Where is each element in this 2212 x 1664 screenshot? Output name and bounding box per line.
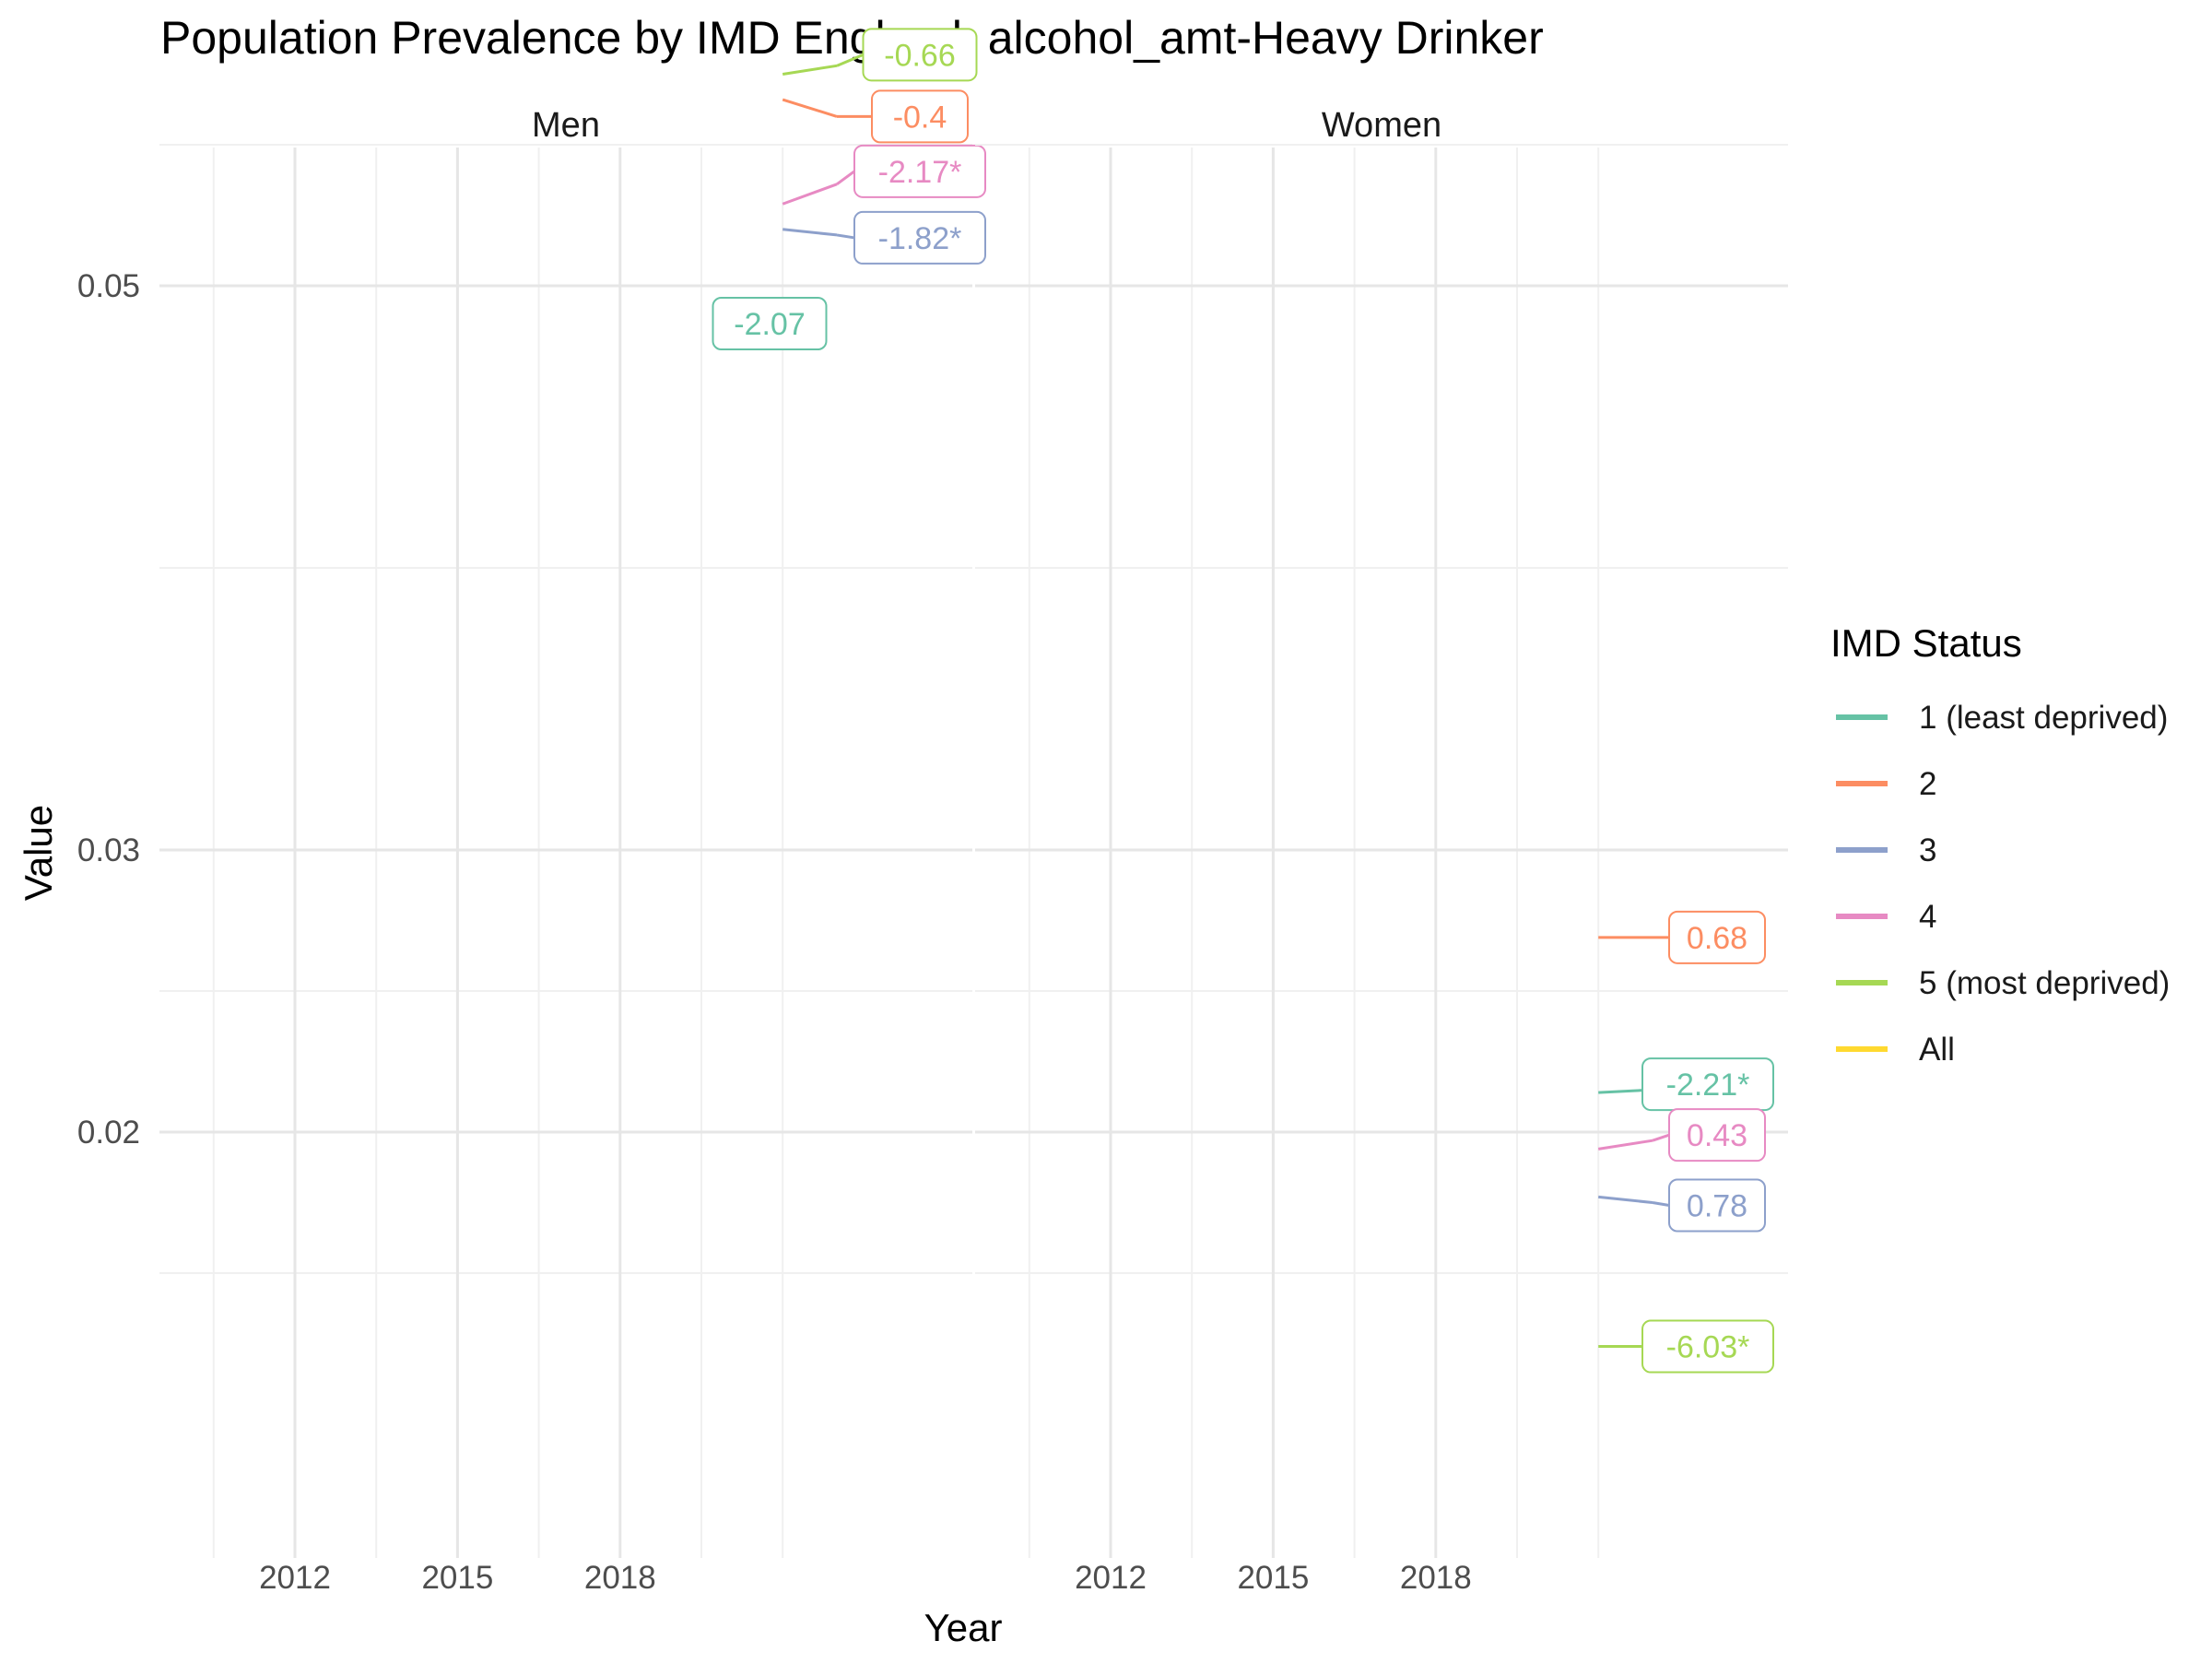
series-line — [782, 228, 838, 237]
y-tick-label: 0.02 — [77, 1115, 140, 1151]
legend-label: All — [1919, 1032, 1955, 1068]
legend-label: 3 — [1919, 832, 1936, 868]
data-label: 0.43 — [1687, 1118, 1747, 1153]
x-tick-label: 2015 — [1237, 1560, 1309, 1596]
legend-item: All — [1836, 1032, 1955, 1068]
legend-title: IMD Status — [1830, 621, 2022, 665]
y-tick-label: 0.03 — [77, 832, 140, 868]
legend-label: 5 (most deprived) — [1919, 965, 2170, 1001]
series-line — [782, 64, 838, 76]
data-label: 0.78 — [1687, 1189, 1747, 1224]
data-label: -2.21* — [1666, 1068, 1750, 1103]
data-label: -2.17* — [878, 155, 962, 190]
data-label-box — [862, 28, 978, 82]
data-label: -1.82* — [878, 221, 962, 256]
data-label: -6.03* — [1666, 1330, 1750, 1365]
legend-item: 4 — [1836, 899, 1936, 935]
y-tick-label: 0.05 — [77, 268, 140, 304]
data-label-box — [853, 210, 986, 265]
series-line — [782, 183, 838, 206]
series-line — [782, 98, 838, 118]
facet-panel-men: 2012 2015 2018 Men -0.66 -0.4 -2.07 -2.17* -1.82… — [159, 28, 986, 1596]
data-label-box — [871, 89, 969, 144]
series-line — [1597, 1139, 1653, 1151]
data-label-box — [853, 144, 986, 198]
data-label: -0.4 — [893, 100, 947, 135]
x-tick-label: 2018 — [584, 1560, 656, 1596]
label-connector — [836, 233, 855, 240]
chart-title: Population Prevalence by IMD England: al… — [160, 12, 1544, 64]
data-label-box — [1641, 1319, 1774, 1374]
label-connector — [836, 170, 855, 186]
legend-item: 3 — [1836, 832, 1936, 868]
label-connector — [1652, 1133, 1670, 1142]
legend-item: 5 (most deprived) — [1836, 965, 2170, 1001]
x-tick-label: 2015 — [421, 1560, 493, 1596]
y-axis-title: Value — [17, 805, 60, 901]
plot-layer: 2012 2015 2018 Men -0.66 -0.4 -2.07 -2.17* -1.82… — [77, 28, 1788, 1596]
data-label-box — [712, 297, 828, 350]
data-label-box — [1668, 910, 1766, 964]
legend: 1 (least deprived) 2 3 4 5 (most deprived) Al… — [1836, 700, 2170, 1068]
data-label: -2.07 — [734, 307, 806, 342]
legend-item: 1 (least deprived) — [1836, 700, 2168, 736]
x-axis-title: Year — [924, 1606, 1003, 1649]
data-label: 0.68 — [1687, 921, 1747, 956]
legend-label: 1 (least deprived) — [1919, 700, 2168, 736]
x-tick-label: 2012 — [1075, 1560, 1147, 1596]
label-connector — [1652, 1201, 1670, 1207]
series-line — [1598, 1195, 1653, 1204]
facet-panel-women: 2012 2015 2018 Women 0.68 -2.21* 0.43 0.78 -6.03… — [975, 106, 1788, 1596]
label-connector — [836, 53, 865, 67]
data-label-box — [1668, 1178, 1766, 1233]
facet-strip-label: Men — [532, 106, 600, 145]
data-label: -0.66 — [884, 38, 956, 73]
data-label-box — [1668, 1108, 1766, 1162]
facet-strip-label: Women — [1322, 106, 1441, 145]
legend-item: 2 — [1836, 766, 1936, 802]
legend-label: 2 — [1919, 766, 1936, 802]
x-tick-label: 2018 — [1400, 1560, 1472, 1596]
legend-label: 4 — [1919, 899, 1936, 935]
x-tick-label: 2012 — [259, 1560, 331, 1596]
